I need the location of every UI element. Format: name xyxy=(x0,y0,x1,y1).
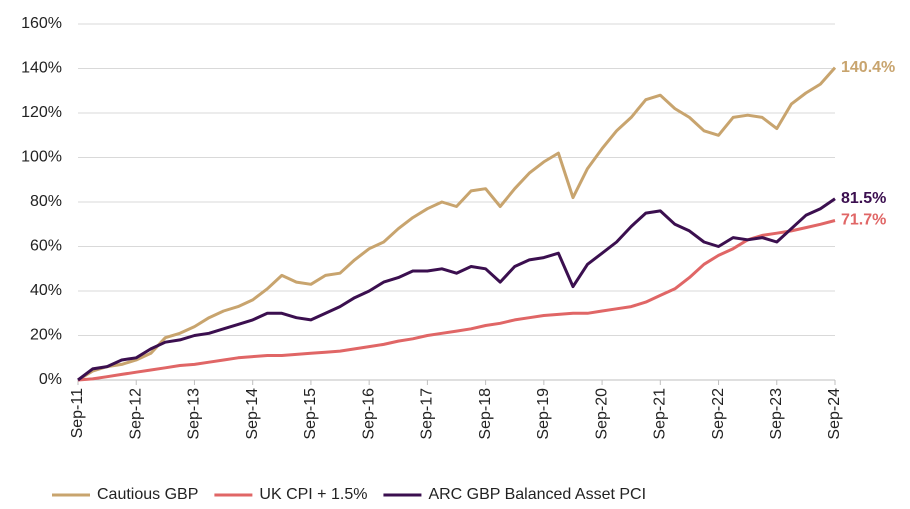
x-tick-label: Sep-18 xyxy=(477,388,494,440)
series-line xyxy=(77,219,836,382)
series-line xyxy=(77,197,836,382)
y-tick-label: 100% xyxy=(21,149,62,166)
x-tick-label: Sep-22 xyxy=(710,388,727,440)
y-tick-label: 160% xyxy=(21,15,62,32)
x-tick-label: Sep-17 xyxy=(419,388,436,440)
x-tick-label: Sep-13 xyxy=(186,388,203,440)
y-tick-label: 80% xyxy=(30,193,62,210)
y-tick-label: 0% xyxy=(39,371,62,388)
series-line xyxy=(77,66,837,382)
x-tick-label: Sep-12 xyxy=(127,388,144,440)
y-tick-label: 140% xyxy=(21,60,62,77)
legend-label: Cautious GBP xyxy=(97,486,198,503)
y-tick-label: 40% xyxy=(30,282,62,299)
value-label: 140.4% xyxy=(841,59,895,76)
x-tick-label: Sep-24 xyxy=(826,388,843,440)
value-label: 81.5% xyxy=(841,190,886,207)
x-tick-label: Sep-23 xyxy=(768,388,785,440)
legend-label: UK CPI + 1.5% xyxy=(259,486,367,503)
y-tick-label: 60% xyxy=(30,238,62,255)
x-tick-label: Sep-19 xyxy=(535,388,552,440)
x-tick-label: Sep-14 xyxy=(244,388,261,440)
value-label: 71.7% xyxy=(841,212,886,229)
x-tick-label: Sep-21 xyxy=(652,388,669,440)
y-tick-label: 20% xyxy=(30,327,62,344)
x-tick-label: Sep-15 xyxy=(302,388,319,440)
legend-label: ARC GBP Balanced Asset PCI xyxy=(428,486,646,503)
x-tick-label: Sep-11 xyxy=(69,388,86,439)
x-tick-label: Sep-16 xyxy=(360,388,377,440)
y-tick-label: 120% xyxy=(21,104,62,121)
x-tick-label: Sep-20 xyxy=(593,388,610,440)
